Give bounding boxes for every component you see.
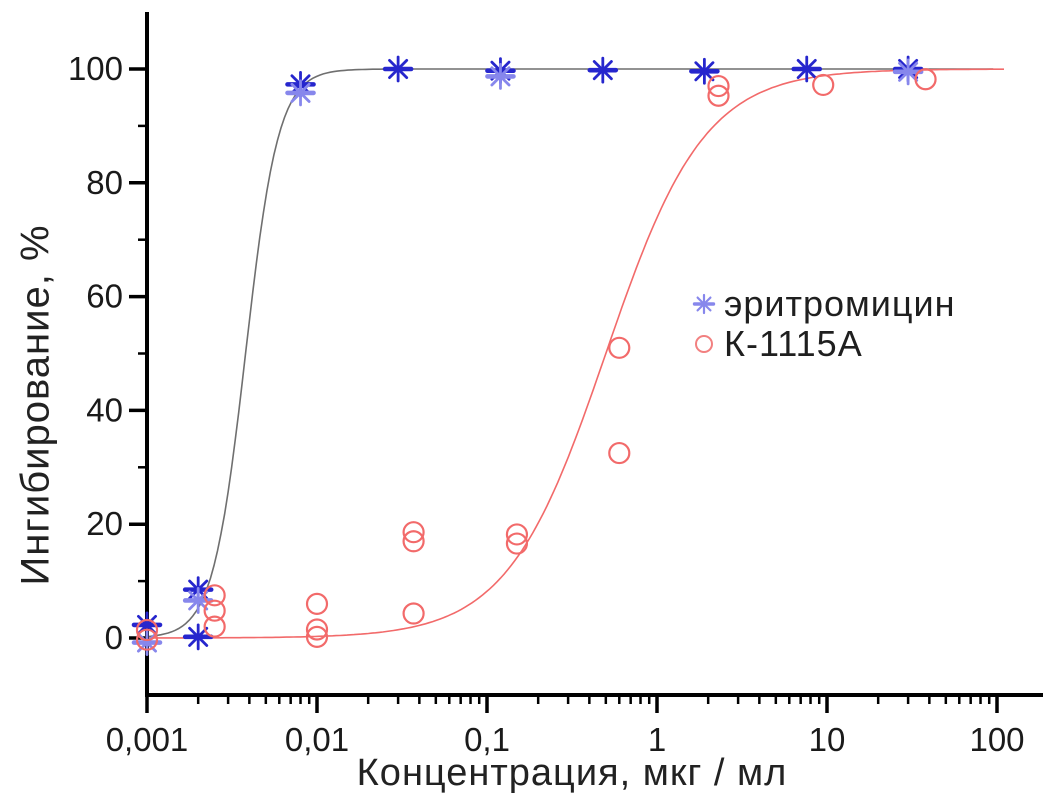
data-point-marker: [203, 584, 226, 607]
data-point-marker: [135, 628, 159, 651]
y-tick-label: 100: [68, 50, 123, 87]
y-tick-label: 0: [105, 619, 123, 656]
x-tick-label: 10: [809, 721, 846, 758]
data-point-marker: [505, 523, 529, 546]
y-tick-label: 20: [86, 505, 123, 542]
x-tick-label: 0,1: [464, 721, 510, 758]
legend-label-k1115a: К-1115А: [724, 323, 863, 364]
data-point-marker: [505, 532, 529, 555]
data-point-marker: [587, 56, 619, 84]
legend-item-erythromycin: эритромицин: [684, 284, 956, 324]
y-tick-label: 60: [86, 278, 123, 315]
data-point-marker: [707, 74, 730, 98]
x-tick-label: 1: [648, 721, 666, 758]
y-tick-label: 80: [86, 164, 123, 201]
y-tick-label: 40: [86, 391, 123, 428]
data-point-marker: [402, 530, 425, 553]
data-point-marker: [608, 336, 631, 359]
data-point-marker: [608, 441, 631, 465]
legend: эритромицин К-1115А: [684, 284, 956, 364]
data-point-marker: [305, 625, 329, 648]
data-point-marker: [305, 592, 329, 615]
data-point-marker: [135, 618, 159, 642]
axis-ticks: [129, 67, 999, 713]
data-point-marker: [485, 62, 516, 90]
asterisk-marker-icon: [684, 290, 724, 318]
data-point-marker: [689, 57, 720, 85]
data-point-marker: [402, 602, 425, 625]
data-point-marker: [402, 521, 425, 544]
legend-item-k1115a: К-1115А: [684, 324, 956, 364]
data-point-marker: [203, 615, 226, 638]
x-tick-label: 0,001: [106, 721, 189, 758]
y-axis-title: Ингибирование, %: [13, 224, 58, 586]
data-point-marker: [914, 68, 937, 91]
data-point-marker: [892, 58, 924, 86]
legend-label-erythromycin: эритромицин: [724, 283, 956, 324]
tick-labels: 0,001 0,01 0,1 1 10 100 0 20 40 60 80 100: [68, 50, 1025, 758]
data-point-marker: [285, 79, 316, 107]
data-point-marker: [182, 623, 214, 651]
x-axis-title: Концентрация, мкг / мл: [356, 752, 788, 794]
data-point-marker: [707, 84, 730, 107]
data-point-marker: [305, 618, 329, 641]
fit-line-erythromycin: [146, 68, 994, 638]
x-tick-label: 0,01: [285, 721, 349, 758]
data-point-marker: [203, 599, 226, 622]
circle-marker-icon: [684, 330, 724, 358]
series-k1115a: [135, 68, 937, 651]
fit-line-k1115a: [147, 68, 1004, 639]
data-point-marker: [382, 55, 414, 83]
fit-curves: [146, 68, 1004, 639]
data-point-marker: [791, 55, 823, 83]
x-tick-label: 100: [969, 721, 1024, 758]
data-point-marker: [812, 73, 835, 97]
